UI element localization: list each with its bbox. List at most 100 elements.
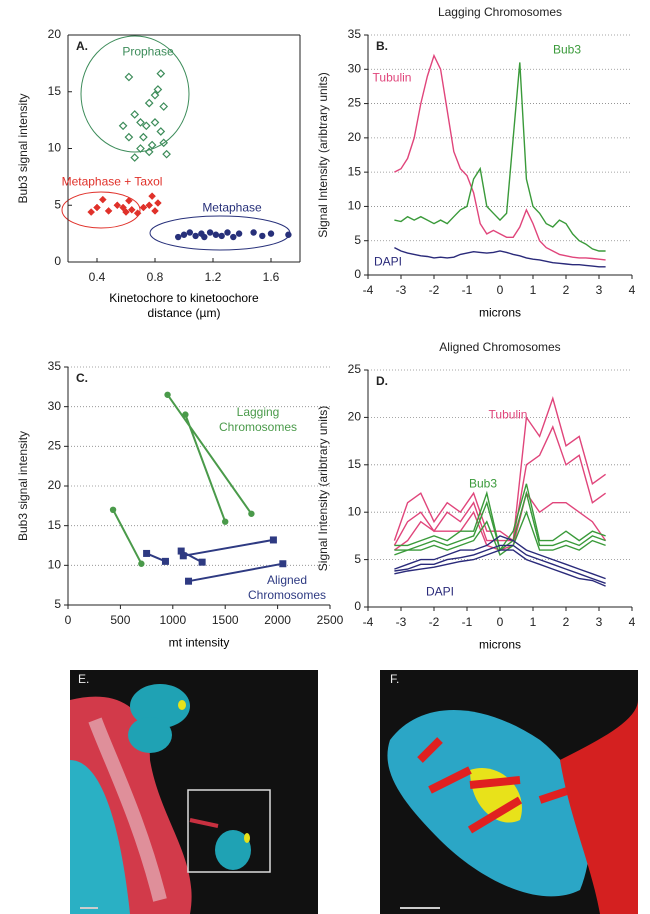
marker <box>118 121 128 131</box>
x-tick-label: 1 <box>530 283 537 297</box>
marker <box>198 558 206 566</box>
marker <box>182 411 189 418</box>
marker <box>139 203 148 212</box>
data-line <box>394 490 606 552</box>
marker <box>267 230 275 237</box>
image-label: F. <box>390 672 399 686</box>
x-axis-label: Kinetochore to kinetoochore distance (µm… <box>109 291 259 320</box>
y-tick-label: 10 <box>48 141 62 155</box>
marker <box>93 203 101 212</box>
x-tick-label: 1 <box>530 615 537 629</box>
series-label: Metaphase <box>202 200 262 215</box>
x-axis-label: microns <box>478 305 521 320</box>
marker <box>127 205 136 214</box>
series-label: DAPI <box>373 254 403 269</box>
y-tick-label: 0 <box>354 599 361 613</box>
marker <box>156 69 166 78</box>
marker <box>179 552 187 560</box>
y-tick-label: 15 <box>48 518 62 532</box>
marker <box>144 98 154 108</box>
marker <box>285 231 292 238</box>
y-tick-label: 25 <box>348 362 362 376</box>
marker <box>154 199 162 207</box>
data-line <box>394 53 606 261</box>
y-tick-label: 5 <box>54 597 61 611</box>
series-label: Bub3 <box>552 42 582 57</box>
x-axis-label: microns <box>478 637 521 652</box>
marker <box>125 196 133 205</box>
x-tick-label: 2 <box>563 615 570 629</box>
series-label: Metaphase + Taxol <box>61 174 163 189</box>
marker <box>164 391 171 398</box>
marker <box>259 232 266 240</box>
x-tick-label: 2000 <box>264 613 291 627</box>
marker <box>145 201 154 210</box>
x-tick-label: -1 <box>462 615 473 629</box>
x-tick-label: 0.4 <box>89 270 106 284</box>
marker <box>119 203 127 212</box>
marker <box>159 102 169 111</box>
x-tick-label: 0 <box>65 613 72 627</box>
panel-label: C. <box>76 371 88 385</box>
data-line <box>394 549 606 587</box>
series-label: Aligned Chromosomes <box>247 573 327 602</box>
x-tick-label: -1 <box>462 283 473 297</box>
marker <box>133 209 142 218</box>
data-line <box>393 425 607 546</box>
x-tick-label: -4 <box>363 615 374 629</box>
y-tick-label: 20 <box>348 410 362 424</box>
y-tick-label: 10 <box>48 558 62 572</box>
marker <box>148 192 156 201</box>
series-label: DAPI <box>425 584 455 599</box>
series-label: Prophase <box>122 44 174 59</box>
marker <box>250 229 257 236</box>
x-tick-label: -2 <box>429 615 440 629</box>
y-tick-label: 15 <box>48 84 62 98</box>
y-tick-label: 20 <box>48 27 62 41</box>
x-tick-label: -3 <box>396 283 407 297</box>
x-tick-label: -2 <box>429 283 440 297</box>
marker <box>144 147 154 157</box>
x-tick-label: 3 <box>596 615 603 629</box>
marker <box>124 72 134 82</box>
y-tick-label: 25 <box>348 96 362 110</box>
x-tick-label: 2 <box>563 283 570 297</box>
data-line <box>394 535 606 580</box>
y-tick-label: 5 <box>54 197 61 211</box>
y-tick-label: 10 <box>348 504 362 518</box>
marker <box>185 577 193 585</box>
marker <box>104 207 113 215</box>
marker <box>124 132 134 142</box>
marker <box>162 149 171 159</box>
x-tick-label: 0 <box>497 615 504 629</box>
y-tick-label: 0 <box>54 254 61 268</box>
data-line <box>112 394 253 565</box>
marker <box>122 208 130 216</box>
chart-title: Lagging Chromosomes <box>438 5 562 19</box>
marker <box>248 510 255 517</box>
marker <box>235 230 243 237</box>
y-tick-label: 15 <box>348 164 362 178</box>
data-line <box>394 544 606 584</box>
marker <box>153 85 163 94</box>
marker <box>98 195 107 204</box>
y-tick-label: 0 <box>354 267 361 281</box>
x-tick-label: -3 <box>396 615 407 629</box>
x-tick-label: 3 <box>596 283 603 297</box>
y-axis-label: Bub3 signal intensity <box>16 93 30 203</box>
series-label: Lagging Chromosomes <box>218 405 298 434</box>
x-tick-label: 2500 <box>317 613 344 627</box>
data-line <box>393 396 607 542</box>
y-axis-label: Bub3 signal intensity <box>16 431 30 541</box>
marker <box>177 547 185 555</box>
x-tick-label: 1.2 <box>205 270 222 284</box>
marker <box>136 144 145 153</box>
marker <box>156 127 166 136</box>
data-line <box>394 246 606 268</box>
x-tick-label: 0.8 <box>147 270 164 284</box>
marker <box>175 233 182 241</box>
marker <box>150 118 160 127</box>
x-tick-label: 1.6 <box>263 270 280 284</box>
